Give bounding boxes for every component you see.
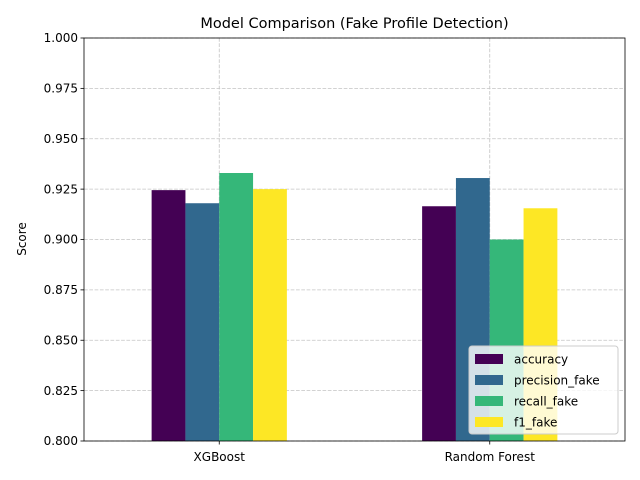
y-tick-label: 1.000: [44, 31, 78, 45]
y-tick-label: 0.975: [44, 82, 78, 96]
legend-swatch-precision_fake: [475, 375, 503, 385]
bar-accuracy-0: [151, 190, 186, 441]
y-tick-label: 0.850: [44, 333, 78, 347]
x-tick-label: XGBoost: [194, 450, 246, 464]
y-tick-label: 0.900: [44, 233, 78, 247]
legend-label-precision_fake: precision_fake: [514, 374, 600, 388]
y-tick-label: 0.875: [44, 283, 78, 297]
y-axis-title: Score: [15, 222, 29, 256]
legend: accuracy precision_fake recall_fake f1_fake: [468, 345, 619, 435]
y-tick-label: 0.800: [44, 434, 78, 448]
x-tick-label: Random Forest: [445, 450, 536, 464]
y-tick-label: 0.950: [44, 132, 78, 146]
legend-label-accuracy: accuracy: [514, 353, 568, 367]
chart-title: Model Comparison (Fake Profile Detection…: [200, 16, 508, 32]
bar-precision_fake-0: [185, 203, 220, 441]
legend-box: [468, 345, 619, 435]
legend-label-f1_fake: f1_fake: [514, 416, 557, 430]
axes: [80, 37, 626, 445]
y-tick-label: 0.925: [44, 182, 78, 196]
plot-frame: [83, 37, 626, 442]
legend-label-recall_fake: recall_fake: [514, 395, 578, 409]
bar-recall_fake-0: [219, 173, 254, 441]
legend-swatch-f1_fake: [475, 417, 503, 427]
legend-swatch-accuracy: [475, 354, 503, 364]
bar-f1_fake-0: [253, 189, 287, 441]
legend-swatch-recall_fake: [475, 396, 503, 406]
bar-accuracy-1: [422, 206, 456, 441]
tick-labels: 0.800 0.825 0.850 0.875 0.900 0.925 0.950 0.975…: [44, 31, 536, 464]
y-tick-label: 0.825: [44, 384, 78, 398]
